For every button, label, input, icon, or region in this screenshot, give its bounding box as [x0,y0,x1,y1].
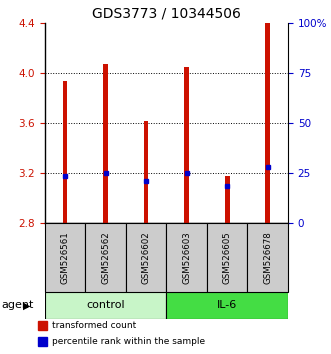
Text: ▶: ▶ [24,300,31,310]
Text: GSM526605: GSM526605 [223,231,232,284]
Text: transformed count: transformed count [52,321,136,330]
Title: GDS3773 / 10344506: GDS3773 / 10344506 [92,6,241,21]
Bar [126,223,166,292]
Bar [85,223,126,292]
Text: percentile rank within the sample: percentile rank within the sample [52,337,205,346]
Bar [166,292,288,319]
Text: GSM526603: GSM526603 [182,231,191,284]
Bar [166,223,207,292]
Text: GSM526562: GSM526562 [101,231,110,284]
Bar [207,223,247,292]
Bar [247,223,288,292]
Bar [144,120,149,223]
Bar [45,223,85,292]
Bar [63,80,68,223]
Text: agent: agent [2,300,34,310]
Bar [38,337,47,346]
Text: IL-6: IL-6 [217,300,237,310]
Text: control: control [86,300,125,310]
Bar [45,292,166,319]
Bar [103,64,108,223]
Bar [184,67,189,223]
Text: GSM526561: GSM526561 [61,231,70,284]
Bar [225,176,230,223]
Bar [38,321,47,330]
Bar [265,23,270,223]
Text: GSM526602: GSM526602 [142,231,151,284]
Text: GSM526678: GSM526678 [263,231,272,284]
